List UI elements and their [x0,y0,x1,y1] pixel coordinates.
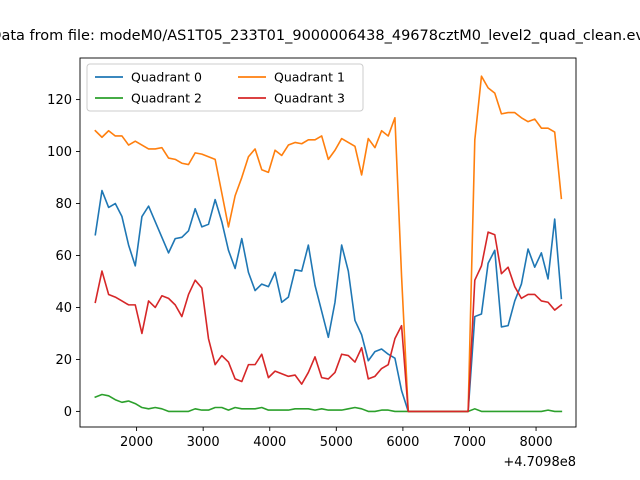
plot-area: 2000 3000 4000 5000 6000 7000 8000 0 20 40 60 80 100… [47,57,577,450]
series-line-quadrant-1 [94,75,563,413]
y-tick-label: 40 [55,301,72,316]
chart-title: Data from file: modeM0/AS1T05_233T01_900… [0,28,640,44]
x-tick-label: 6000 [386,435,419,450]
x-tick-label: 8000 [520,435,553,450]
legend-label-quadrant-3: Quadrant 3 [274,91,345,106]
x-tick-label: 7000 [453,435,486,450]
x-tick-label: 2000 [120,435,153,450]
x-tick-label: 4000 [253,435,286,450]
y-tick-label: 100 [47,145,72,160]
series-line-quadrant-2 [94,393,563,413]
axes-frame [79,57,577,428]
series-line-quadrant-0 [94,189,563,413]
legend-label-quadrant-0: Quadrant 0 [131,70,202,85]
y-tick-label: 60 [55,249,72,264]
y-tick-label: 0 [64,405,72,420]
x-axis-offset-label: +4.7098e8 [503,455,576,470]
series-line-quadrant-3 [94,231,563,413]
legend-label-quadrant-2: Quadrant 2 [131,91,202,106]
legend-box [86,63,364,112]
y-tick-label: 80 [55,197,72,212]
y-tick-label: 20 [55,353,72,368]
legend-label-quadrant-1: Quadrant 1 [274,70,345,85]
x-tick-label: 5000 [320,435,353,450]
y-tick-label: 120 [47,93,72,108]
x-tick-label: 3000 [187,435,220,450]
